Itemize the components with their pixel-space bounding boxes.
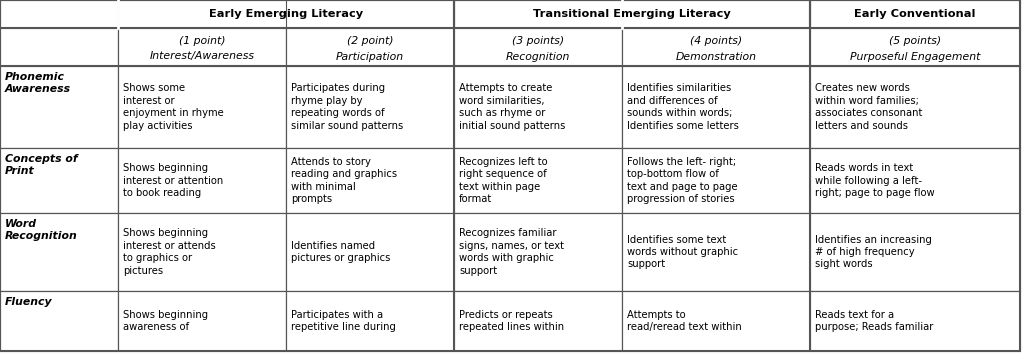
Bar [286,291,454,351]
Text: Shows beginning
awareness of: Shows beginning awareness of [123,310,208,332]
Text: Predicts or repeats
repeated lines within: Predicts or repeats repeated lines withi… [459,310,564,332]
Text: Concepts of
Print: Concepts of Print [5,154,78,176]
Bar [118,0,454,28]
Text: Purposeful Engagement: Purposeful Engagement [850,51,980,61]
Bar [0,0,118,28]
Text: (4 points): (4 points) [690,36,742,46]
Bar [810,213,1020,291]
Text: Identifies similarities
and differences of
sounds within words;
Identifies some : Identifies similarities and differences … [627,84,739,131]
Text: Participates with a
repetitive line during: Participates with a repetitive line duri… [291,310,396,332]
Bar [118,148,286,213]
Bar [0,28,118,66]
Text: Participation: Participation [336,51,404,61]
Text: Creates new words
within word families;
associates consonant
letters and sounds: Creates new words within word families; … [815,84,923,131]
Bar [0,148,118,213]
Text: Demonstration: Demonstration [676,51,757,61]
Bar [810,66,1020,148]
Text: Attends to story
reading and graphics
with minimal
prompts: Attends to story reading and graphics wi… [291,157,397,204]
Bar [454,291,622,351]
Bar [286,28,454,66]
Text: Identifies named
pictures or graphics: Identifies named pictures or graphics [291,241,390,263]
Bar [118,291,286,351]
Text: Identifies an increasing
# of high frequency
sight words: Identifies an increasing # of high frequ… [815,235,932,270]
Text: (1 point): (1 point) [179,36,225,46]
Text: Identifies some text
words without graphic
support: Identifies some text words without graph… [627,235,738,270]
Text: Follows the left- right;
top-bottom flow of
text and page to page
progression of: Follows the left- right; top-bottom flow… [627,157,737,204]
Text: Shows beginning
interest or attention
to book reading: Shows beginning interest or attention to… [123,163,223,198]
Text: Early Conventional: Early Conventional [854,9,976,19]
Bar [0,66,118,148]
Bar [622,213,810,291]
Bar [286,66,454,148]
Bar [810,0,1020,28]
Bar [454,148,622,213]
Bar [622,66,810,148]
Text: (2 point): (2 point) [347,36,393,46]
Text: Attempts to create
word similarities,
such as rhyme or
initial sound patterns: Attempts to create word similarities, su… [459,84,565,131]
Bar [0,291,118,351]
Bar [0,213,118,291]
Bar [454,213,622,291]
Bar [622,291,810,351]
Bar [454,0,810,28]
Text: Transitional Emerging Literacy: Transitional Emerging Literacy [534,9,731,19]
Text: Attempts to
read/reread text within: Attempts to read/reread text within [627,310,741,332]
Text: Word
Recognition: Word Recognition [5,219,78,241]
Text: Shows some
interest or
enjoyment in rhyme
play activities: Shows some interest or enjoyment in rhym… [123,84,224,131]
Text: Phonemic
Awareness: Phonemic Awareness [5,72,71,94]
Bar [118,28,286,66]
Text: Recognition: Recognition [506,51,570,61]
Bar [622,148,810,213]
Bar [286,213,454,291]
Bar [454,66,622,148]
Text: Recognizes familiar
signs, names, or text
words with graphic
support: Recognizes familiar signs, names, or tex… [459,228,564,276]
Bar [118,213,286,291]
Bar [622,28,810,66]
Bar [118,66,286,148]
Bar [810,148,1020,213]
Text: Participates during
rhyme play by
repeating words of
similar sound patterns: Participates during rhyme play by repeat… [291,84,403,131]
Bar [454,28,622,66]
Bar [286,148,454,213]
Text: Reads words in text
while following a left-
right; page to page flow: Reads words in text while following a le… [815,163,935,198]
Bar [810,28,1020,66]
Text: Shows beginning
interest or attends
to graphics or
pictures: Shows beginning interest or attends to g… [123,228,216,276]
Text: (3 points): (3 points) [512,36,564,46]
Text: Interest/Awareness: Interest/Awareness [150,51,255,61]
Bar [810,291,1020,351]
Text: Reads text for a
purpose; Reads familiar: Reads text for a purpose; Reads familiar [815,310,933,332]
Text: (5 points): (5 points) [889,36,941,46]
Text: Fluency: Fluency [5,297,52,307]
Text: Early Emerging Literacy: Early Emerging Literacy [209,9,364,19]
Text: Recognizes left to
right sequence of
text within page
format: Recognizes left to right sequence of tex… [459,157,548,204]
